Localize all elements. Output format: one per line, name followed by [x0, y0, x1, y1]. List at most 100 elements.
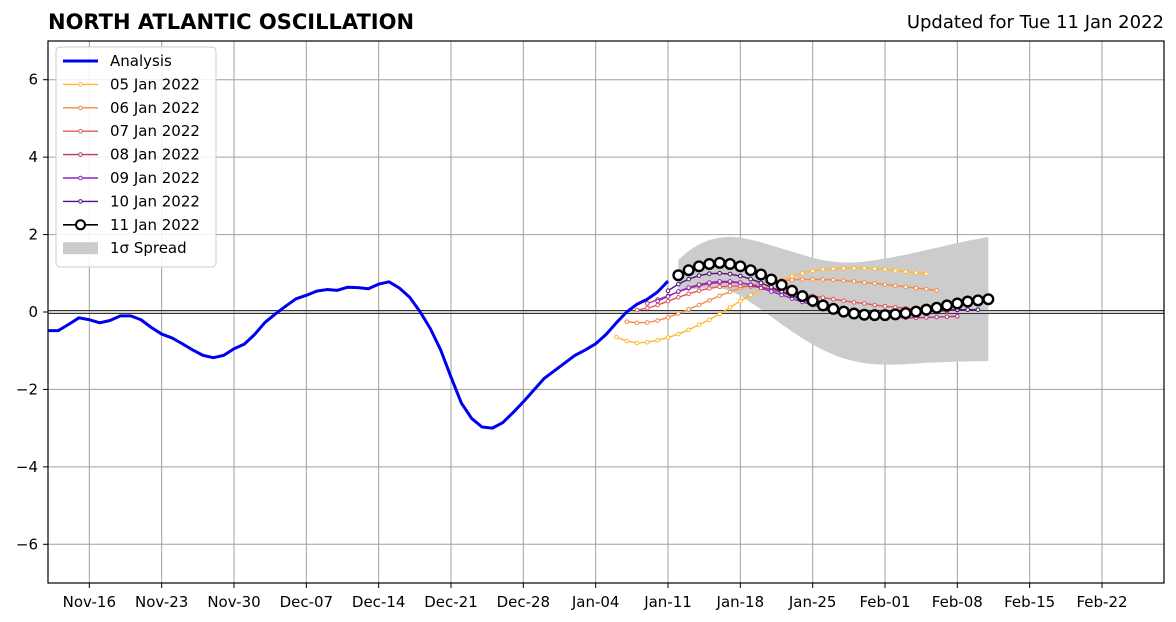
series-point	[707, 271, 712, 276]
series-point	[676, 281, 681, 287]
y-tick-label: 2	[28, 226, 38, 244]
series-point	[765, 273, 778, 286]
y-tick-label: 0	[28, 303, 38, 321]
legend-label: 05 Jan 2022	[110, 75, 200, 93]
series-point	[655, 318, 660, 323]
series-point	[727, 283, 733, 289]
series-point	[841, 278, 846, 283]
series-point	[800, 270, 805, 276]
series-point	[634, 340, 640, 346]
x-tick-label: Feb-22	[1076, 593, 1127, 611]
x-tick-label: Nov-16	[63, 593, 116, 611]
series-point	[810, 268, 815, 274]
series-point	[707, 298, 712, 303]
chart-title: NORTH ATLANTIC OSCILLATION	[48, 10, 415, 34]
series-point	[820, 277, 826, 282]
series-point	[696, 302, 702, 308]
series-point	[686, 276, 691, 282]
series-point	[703, 257, 716, 270]
legend-marker	[78, 82, 83, 87]
series-point	[882, 267, 888, 272]
series-point	[676, 289, 681, 294]
legend-swatch	[63, 242, 98, 255]
series-point	[934, 288, 939, 293]
series-point	[755, 268, 768, 281]
series-point	[758, 285, 764, 291]
x-tick-label: Jan-11	[643, 593, 692, 611]
series-point	[734, 260, 747, 273]
series-point	[862, 280, 867, 285]
y-tick-label: 6	[28, 71, 38, 89]
legend-label: 07 Jan 2022	[110, 122, 200, 140]
series-point	[769, 284, 774, 290]
series-point	[944, 314, 950, 319]
legend-entry: 08 Jan 2022	[63, 146, 200, 164]
series-point	[879, 309, 892, 322]
x-tick-label: Jan-04	[571, 593, 620, 611]
series-point	[676, 311, 681, 316]
grid-lines	[48, 41, 1164, 583]
legend-marker	[78, 128, 83, 134]
series-point	[686, 327, 691, 333]
legend-label: 11 Jan 2022	[110, 216, 200, 234]
series-point	[872, 281, 877, 286]
series-point	[831, 266, 836, 271]
series-point	[913, 270, 919, 275]
series-point	[955, 313, 960, 319]
series-point	[851, 300, 857, 305]
y-axis-ticks: 6 4 2 0 −2 −4 −6	[16, 71, 48, 553]
series-point	[717, 311, 722, 317]
legend-marker	[78, 199, 83, 204]
series-point	[882, 282, 888, 287]
series-point	[820, 267, 826, 272]
series-point	[655, 302, 660, 308]
series-point	[672, 269, 685, 282]
series-point	[738, 273, 743, 279]
legend-entry: 07 Jan 2022	[63, 122, 200, 140]
series-point	[748, 292, 753, 298]
series-point	[872, 302, 877, 308]
series-point	[951, 297, 964, 310]
series-point	[841, 265, 846, 271]
series-point	[665, 288, 671, 294]
series-point	[624, 319, 629, 324]
series-point	[913, 285, 919, 291]
series-point	[696, 288, 702, 294]
series-point	[738, 280, 743, 285]
series-point	[848, 307, 861, 320]
x-tick-label: Jan-18	[716, 593, 765, 611]
series-point	[882, 303, 888, 309]
series-point	[645, 320, 650, 325]
legend-label: 06 Jan 2022	[110, 99, 200, 117]
x-tick-label: Feb-15	[1004, 593, 1055, 611]
x-tick-label: Dec-07	[280, 593, 334, 611]
series-analysis	[48, 279, 670, 430]
legend-label: 1σ Spread	[110, 239, 187, 257]
series-point	[903, 284, 908, 290]
series-point	[893, 283, 898, 288]
legend-marker	[75, 219, 86, 231]
series-point	[786, 284, 799, 297]
series-point	[682, 264, 695, 277]
legend-entry: Analysis	[63, 52, 172, 70]
series-point	[920, 303, 933, 316]
series-line	[48, 279, 670, 430]
series-point	[665, 294, 671, 299]
series-point	[837, 305, 850, 318]
series-point	[727, 271, 733, 277]
series-point	[727, 289, 733, 295]
series-point	[893, 268, 898, 273]
series-layer	[48, 256, 995, 430]
series-point	[727, 305, 733, 310]
series-point	[738, 298, 743, 304]
legend-marker	[78, 105, 83, 111]
series-point	[924, 271, 929, 276]
series-point	[707, 280, 712, 285]
series-point	[696, 282, 702, 287]
series-point	[889, 308, 902, 321]
series-point	[800, 277, 805, 282]
series-point	[796, 290, 809, 303]
series-point	[820, 295, 826, 300]
series-point	[707, 317, 712, 323]
